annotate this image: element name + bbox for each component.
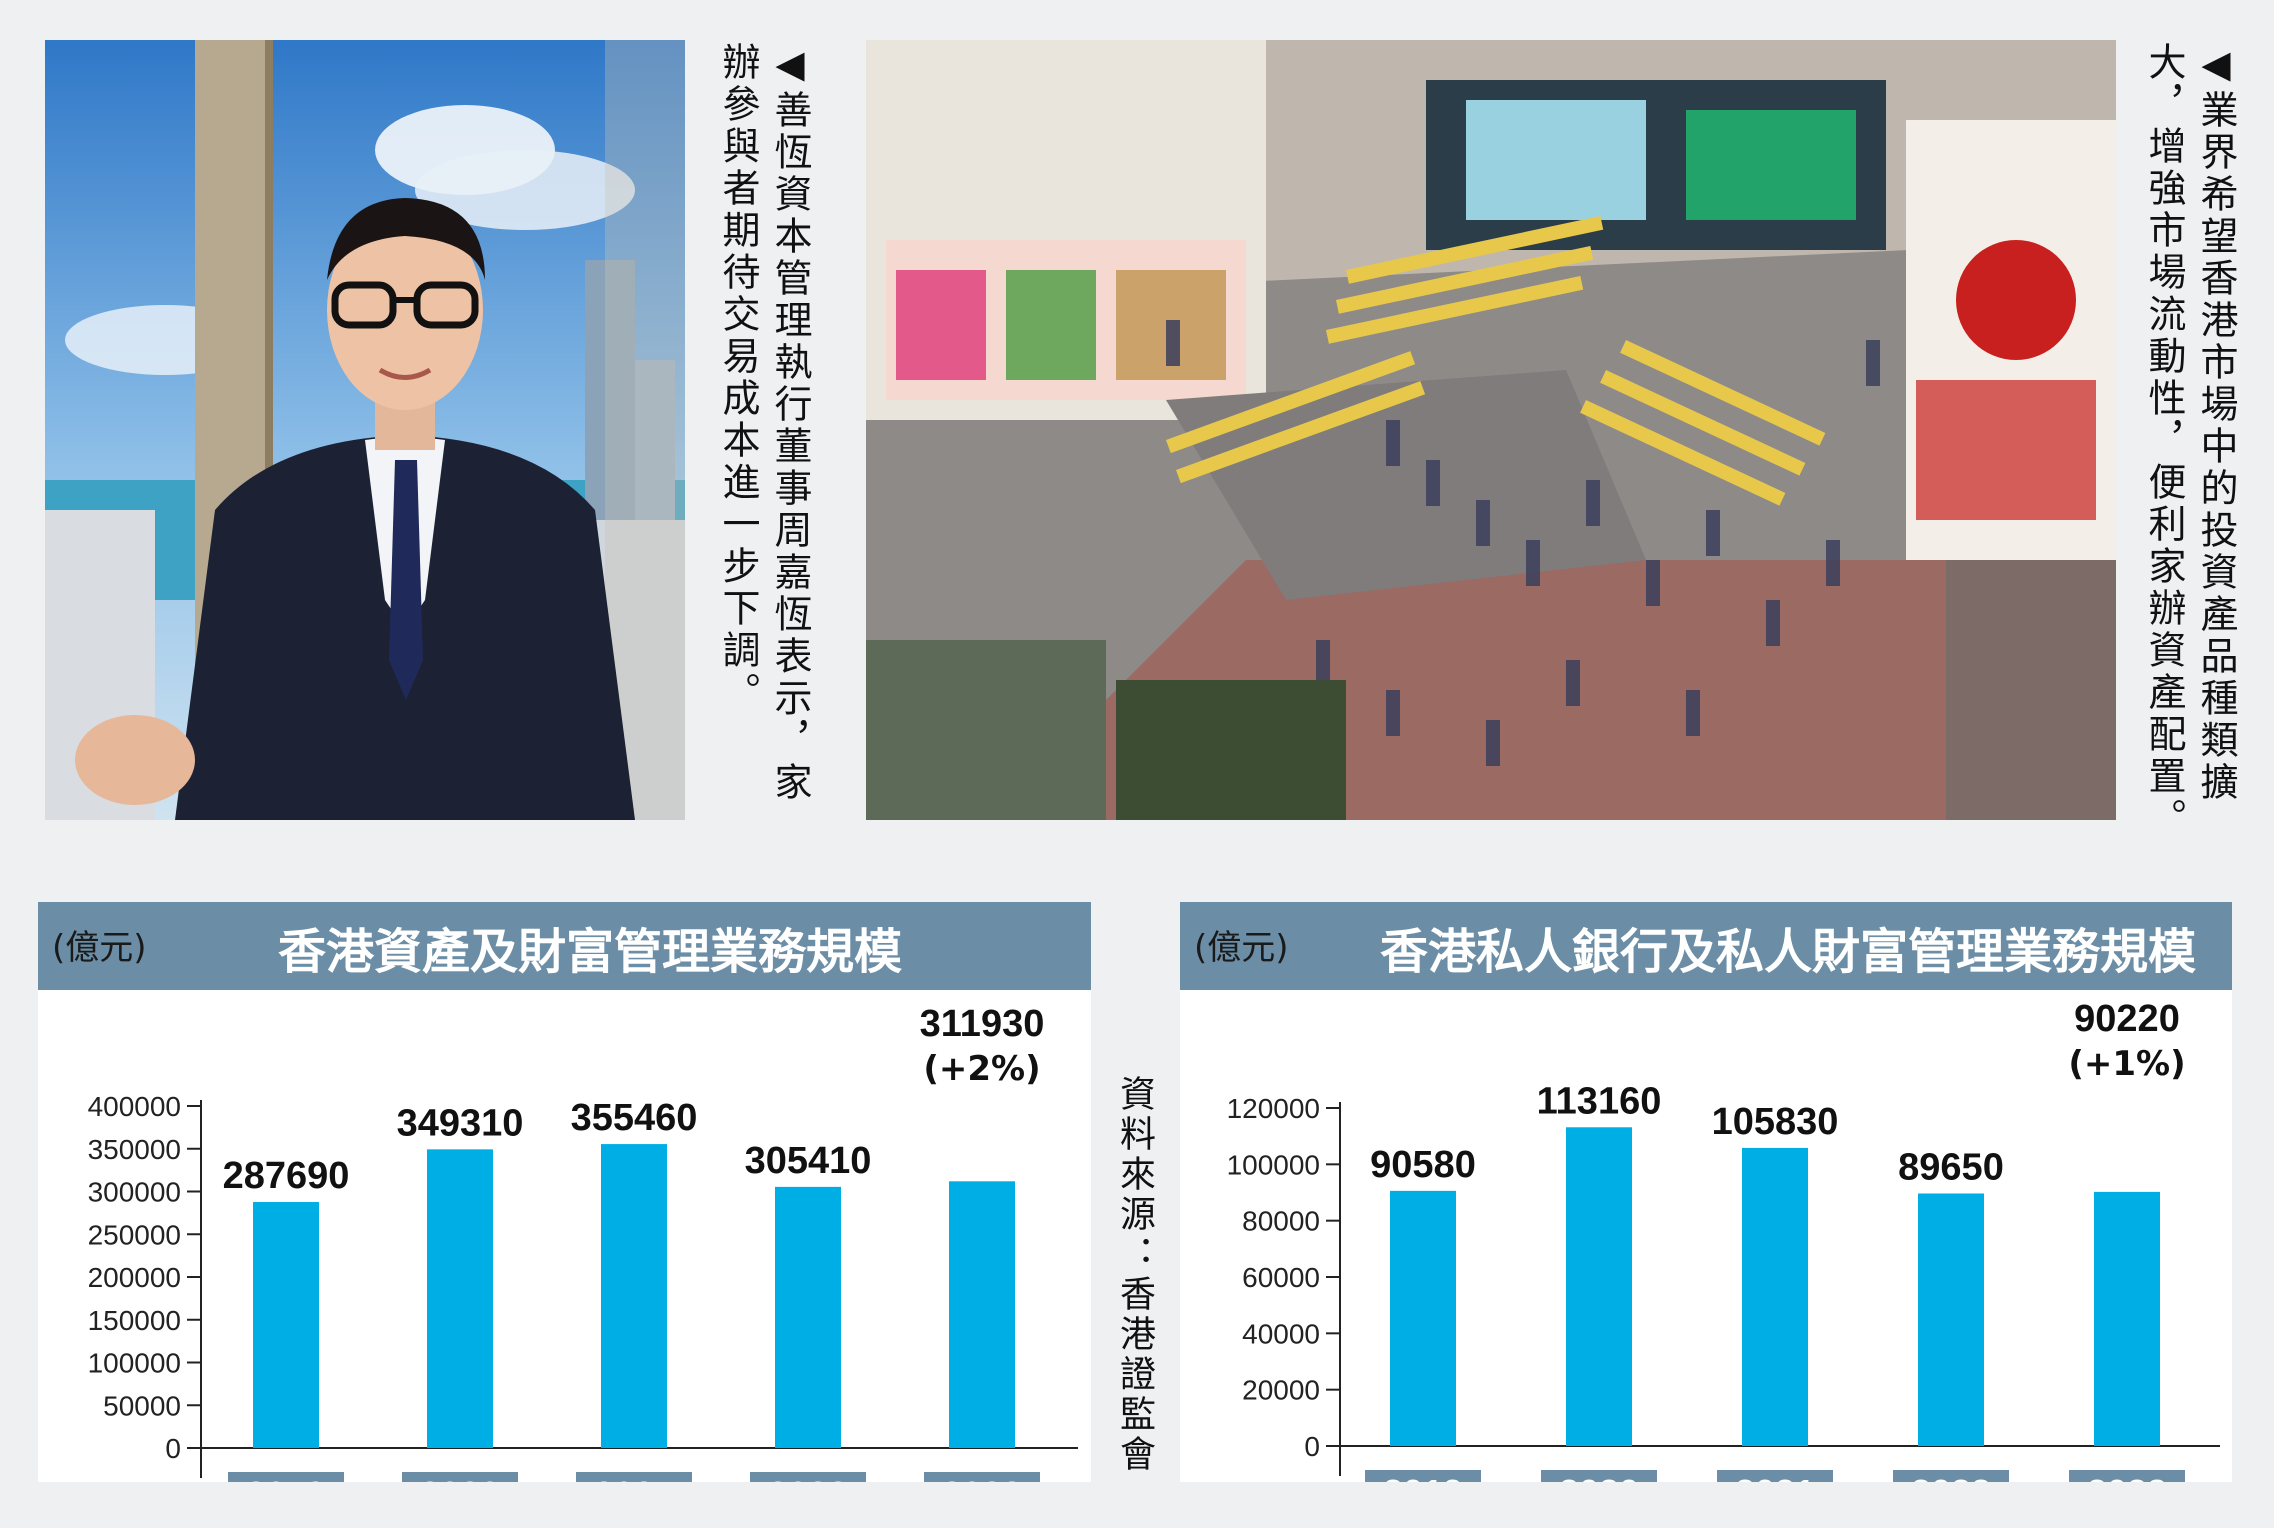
unit-label: (億元) — [1194, 928, 1289, 968]
y-tick-label: 100000 — [88, 1348, 181, 1379]
value-label: 349310 — [397, 1102, 524, 1144]
bar — [427, 1149, 493, 1448]
y-tick-label: 20000 — [1242, 1375, 1320, 1406]
bar — [1566, 1127, 1632, 1446]
y-tick-label: 350000 — [88, 1134, 181, 1165]
y-tick-label: 150000 — [88, 1305, 181, 1336]
bar — [1742, 1147, 1808, 1446]
y-tick-label: 60000 — [1242, 1262, 1320, 1293]
private-banking-chart-panel: (億元) 香港私人銀行及私人財富管理業務規模 0 20000 40000 60000 8… — [1180, 902, 2232, 1482]
executive-portrait-photo — [45, 40, 685, 820]
chart-title: 香港資產及財富管理業務規模 — [278, 924, 903, 980]
category-label-box — [402, 1472, 518, 1482]
chart-header: (億元) 香港資產及財富管理業務規模 — [38, 902, 1091, 990]
category-label: 2021 — [594, 1474, 674, 1482]
category-label: 2023 — [2087, 1472, 2167, 1482]
category-label-box — [1541, 1470, 1657, 1482]
y-tick-label: 300000 — [88, 1177, 181, 1208]
value-label: 287690 — [223, 1155, 350, 1197]
category-label: 2020 — [420, 1474, 500, 1482]
value-label: 305410 — [745, 1140, 872, 1182]
street-crossing-photo — [866, 40, 2116, 820]
bar — [775, 1186, 841, 1448]
bar — [949, 1181, 1015, 1448]
category-label: 2019 — [246, 1474, 326, 1482]
y-tick-label: 0 — [1304, 1431, 1320, 1462]
category-label: 2023 — [942, 1474, 1022, 1482]
asset-wealth-chart-panel: (億元) 香港資產及財富管理業務規模 0 50000 100000 150000 200… — [38, 902, 1091, 1482]
category-label-box — [924, 1472, 1040, 1482]
left-photo-caption: ◀善恆資本管理執行董事周嘉恆表示，家辦參與者期待交易成本進一步下調。 — [716, 42, 812, 804]
category-label-box — [1893, 1470, 2009, 1482]
y-tick-label: 50000 — [103, 1390, 181, 1421]
category-label: 2022 — [1911, 1472, 1991, 1482]
category-label-box — [2069, 1470, 2185, 1482]
category-label: 2019 — [1383, 1472, 1463, 1482]
y-tick-label: 40000 — [1242, 1318, 1320, 1349]
bar — [2094, 1191, 2160, 1446]
chart-header: (億元) 香港私人銀行及私人財富管理業務規模 — [1180, 902, 2232, 990]
category-label-box — [228, 1472, 344, 1482]
y-tick-label: 0 — [165, 1433, 181, 1464]
bar — [1918, 1193, 1984, 1446]
category-label-box — [576, 1472, 692, 1482]
change-label: (+1%) — [2068, 1044, 2185, 1084]
private-banking-bar-chart: 0 20000 40000 60000 80000 100000 120000 90580 20… — [1227, 998, 2220, 1482]
y-tick-label: 400000 — [88, 1091, 181, 1122]
category-label: 2020 — [1559, 1472, 1639, 1482]
bar — [1390, 1190, 1456, 1446]
y-tick-label: 100000 — [1227, 1149, 1320, 1180]
unit-label: (億元) — [52, 928, 147, 968]
value-label: 311930 — [920, 1003, 1045, 1045]
value-label: 105830 — [1712, 1101, 1839, 1143]
bar — [253, 1202, 319, 1448]
y-tick-label: 250000 — [88, 1219, 181, 1250]
category-label-box — [1717, 1470, 1833, 1482]
change-label: (+2%) — [923, 1049, 1040, 1089]
value-label: 90220 — [2074, 998, 2180, 1040]
value-label: 89650 — [1898, 1146, 2004, 1188]
bar — [601, 1144, 667, 1448]
chart-title: 香港私人銀行及私人財富管理業務規模 — [1380, 924, 2197, 980]
category-label-box — [750, 1472, 866, 1482]
y-tick-label: 80000 — [1242, 1206, 1320, 1237]
y-tick-label: 120000 — [1227, 1093, 1320, 1124]
value-label: 90580 — [1370, 1144, 1476, 1186]
data-source-note: 資料來源：香港證監會 — [1114, 1075, 1155, 1475]
right-photo-caption: ◀業界希望香港市場中的投資產品種類擴大，增強市場流動性，便利家辦資產配置。 — [2142, 42, 2238, 840]
value-label: 113160 — [1537, 1080, 1662, 1122]
value-label: 355460 — [571, 1097, 698, 1139]
y-tick-label: 200000 — [88, 1262, 181, 1293]
category-label-box — [1365, 1470, 1481, 1482]
category-label: 2021 — [1735, 1472, 1815, 1482]
asset-wealth-bar-chart: 0 50000 100000 150000 200000 250000 300000 3500… — [88, 1003, 1078, 1482]
category-label: 2022 — [768, 1474, 848, 1482]
